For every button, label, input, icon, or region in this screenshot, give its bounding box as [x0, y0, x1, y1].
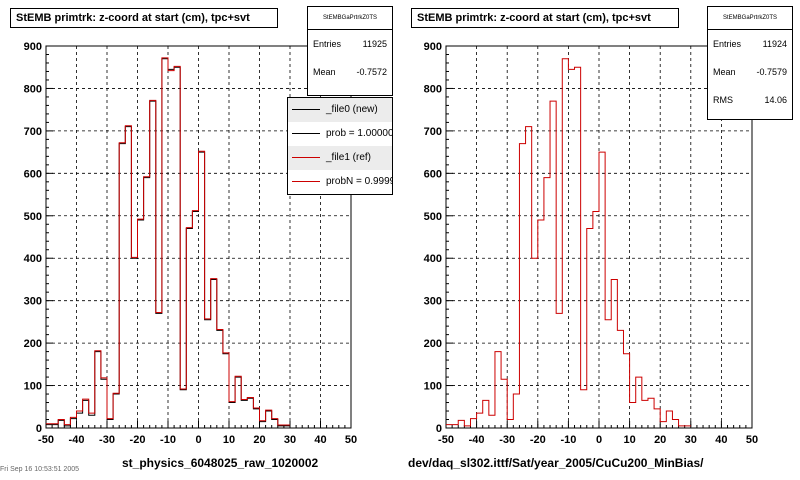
left-x-tick-label: -20 — [130, 434, 146, 446]
right-stats-rms-row: RMS 14.06 — [708, 86, 792, 114]
legend-label-probn: probN = 0.999980 — [326, 176, 392, 187]
left-x-tick-label: -50 — [38, 434, 54, 446]
right-stats-box: StEMBGaPrtrkZ0TS Entries 11924 Mean -0.7… — [707, 6, 793, 120]
left-histogram-file1 — [46, 57, 290, 426]
timestamp-footer: Fri Sep 16 10:53:51 2005 — [0, 466, 80, 473]
left-stats-entries-row: Entries 11925 — [308, 30, 392, 58]
legend-line-file1 — [292, 157, 320, 158]
right-stats-mean-label: Mean — [713, 67, 736, 77]
right-y-tick-label: 200 — [424, 338, 442, 350]
left-stats-box: StEMBGaPrtrkZ0TS Entries 11925 Mean -0.7… — [307, 6, 393, 96]
right-x-tick-label: 20 — [654, 434, 666, 446]
left-y-tick-label: 500 — [24, 211, 42, 223]
legend-label-file1: _file1 (ref) — [326, 152, 372, 163]
right-y-tick-label: 900 — [424, 41, 442, 53]
right-x-tick-label: -40 — [469, 434, 485, 446]
right-histogram-file0 — [446, 58, 691, 427]
legend-line-prob — [292, 133, 320, 134]
right-x-axis-label: dev/daq_sl302.ittf/Sat/year_2005/CuCu200… — [408, 456, 704, 470]
right-y-tick-label: 300 — [424, 296, 442, 308]
left-x-tick-label: 30 — [284, 434, 296, 446]
right-stats-mean-value: -0.7579 — [756, 67, 787, 77]
left-stats-entries-value: 11925 — [362, 39, 387, 49]
right-y-tick-label: 600 — [424, 168, 442, 180]
right-stats-mean-row: Mean -0.7579 — [708, 58, 792, 86]
left-y-tick-label: 300 — [24, 296, 42, 308]
left-x-tick-label: 50 — [345, 434, 357, 446]
left-x-tick-label: 10 — [223, 434, 235, 446]
left-x-tick-label: 0 — [195, 434, 201, 446]
right-x-tick-label: -50 — [438, 434, 454, 446]
right-x-tick-label: -10 — [560, 434, 576, 446]
left-chart-title: StEMB primtrk: z-coord at start (cm), tp… — [10, 8, 278, 28]
right-y-tick-label: 0 — [436, 423, 442, 435]
left-stats-name: StEMBGaPrtrkZ0TS — [308, 7, 392, 30]
left-y-tick-label: 400 — [24, 253, 42, 265]
right-x-tick-label: 10 — [623, 434, 635, 446]
legend: _file0 (new) prob = 1.000000 _file1 (ref… — [287, 97, 393, 195]
legend-entry-prob: prob = 1.000000 — [288, 122, 392, 146]
left-y-tick-label: 100 — [24, 381, 42, 393]
left-x-tick-label: -40 — [69, 434, 85, 446]
right-x-tick-label: 0 — [596, 434, 602, 446]
right-x-tick-label: 30 — [685, 434, 697, 446]
left-y-tick-label: 0 — [36, 423, 42, 435]
right-stats-entries-value: 11924 — [762, 39, 787, 49]
right-stats-name: StEMBGaPrtrkZ0TS — [708, 7, 792, 30]
right-x-tick-label: 40 — [715, 434, 727, 446]
legend-entry-probn: probN = 0.999980 — [288, 170, 392, 194]
legend-entry-file1: _file1 (ref) — [288, 146, 392, 170]
right-x-tick-label: -30 — [499, 434, 515, 446]
legend-line-file0 — [292, 109, 320, 110]
left-stats-mean-label: Mean — [313, 67, 336, 77]
legend-line-probn — [292, 181, 320, 182]
right-stats-rms-label: RMS — [713, 95, 733, 105]
right-y-tick-label: 800 — [424, 83, 442, 95]
left-x-axis-label: st_physics_6048025_raw_1020002 — [122, 456, 319, 470]
right-chart-title: StEMB primtrk: z-coord at start (cm), tp… — [411, 8, 679, 28]
legend-label-file0: _file0 (new) — [326, 104, 378, 115]
left-x-tick-label: -10 — [160, 434, 176, 446]
left-x-tick-label: 20 — [253, 434, 265, 446]
legend-entry-file0: _file0 (new) — [288, 98, 392, 122]
left-stats-mean-row: Mean -0.7572 — [308, 58, 392, 86]
left-y-tick-label: 600 — [24, 168, 42, 180]
legend-label-prob: prob = 1.000000 — [326, 128, 393, 139]
left-x-tick-label: 40 — [314, 434, 326, 446]
left-y-tick-label: 200 — [24, 338, 42, 350]
right-stats-entries-row: Entries 11924 — [708, 30, 792, 58]
right-stats-rms-value: 14.06 — [764, 95, 787, 105]
left-y-tick-label: 900 — [24, 41, 42, 53]
right-y-tick-label: 700 — [424, 126, 442, 138]
left-stats-mean-value: -0.7572 — [356, 67, 387, 77]
left-y-tick-label: 800 — [24, 83, 42, 95]
right-y-tick-label: 100 — [424, 381, 442, 393]
left-x-tick-label: -30 — [99, 434, 115, 446]
right-y-tick-label: 500 — [424, 211, 442, 223]
left-y-tick-label: 700 — [24, 126, 42, 138]
right-x-tick-label: 50 — [746, 434, 758, 446]
right-stats-entries-label: Entries — [713, 39, 742, 49]
left-stats-entries-label: Entries — [313, 39, 342, 49]
right-y-tick-label: 400 — [424, 253, 442, 265]
right-x-tick-label: -20 — [530, 434, 546, 446]
